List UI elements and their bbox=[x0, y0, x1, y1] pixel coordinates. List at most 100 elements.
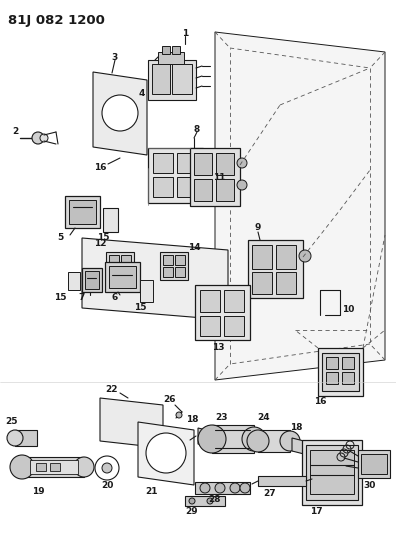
Bar bbox=[109, 266, 136, 288]
Circle shape bbox=[40, 134, 48, 142]
Text: 81J 082 1200: 81J 082 1200 bbox=[8, 14, 105, 27]
Text: 10: 10 bbox=[342, 305, 354, 314]
Bar bbox=[306, 445, 358, 500]
Bar bbox=[195, 285, 250, 340]
Polygon shape bbox=[138, 422, 194, 485]
Circle shape bbox=[7, 430, 23, 446]
Bar bbox=[153, 177, 173, 197]
Polygon shape bbox=[82, 238, 228, 320]
Circle shape bbox=[242, 427, 266, 451]
Text: 19: 19 bbox=[32, 488, 44, 497]
Text: 20: 20 bbox=[101, 481, 113, 490]
Polygon shape bbox=[93, 72, 147, 155]
Text: 29: 29 bbox=[186, 507, 198, 516]
Text: 21: 21 bbox=[146, 488, 158, 497]
Bar bbox=[153, 153, 173, 173]
Bar bbox=[68, 272, 80, 290]
Text: 5: 5 bbox=[57, 233, 63, 243]
Text: 14: 14 bbox=[188, 244, 201, 253]
Bar bbox=[15, 430, 37, 446]
Polygon shape bbox=[100, 398, 163, 448]
Bar bbox=[326, 372, 338, 384]
Text: 4: 4 bbox=[139, 88, 145, 98]
Bar bbox=[152, 64, 170, 94]
Bar bbox=[361, 454, 387, 474]
Bar bbox=[163, 255, 173, 265]
Bar bbox=[258, 476, 306, 486]
Bar bbox=[121, 267, 131, 277]
Bar bbox=[162, 46, 170, 54]
Bar bbox=[190, 148, 240, 206]
Bar bbox=[158, 52, 184, 64]
Circle shape bbox=[136, 104, 144, 112]
Circle shape bbox=[237, 158, 247, 168]
Circle shape bbox=[146, 433, 186, 473]
Circle shape bbox=[32, 132, 44, 144]
Circle shape bbox=[280, 431, 300, 451]
Bar bbox=[252, 272, 272, 294]
Bar bbox=[194, 153, 212, 175]
Circle shape bbox=[102, 95, 138, 131]
Bar bbox=[258, 430, 290, 452]
Bar bbox=[121, 255, 131, 265]
Bar bbox=[276, 272, 296, 294]
Circle shape bbox=[198, 425, 226, 453]
Bar bbox=[185, 496, 225, 506]
Text: 11: 11 bbox=[213, 174, 225, 182]
Circle shape bbox=[102, 463, 112, 473]
Circle shape bbox=[74, 457, 94, 477]
Bar bbox=[216, 153, 234, 175]
Text: 30: 30 bbox=[364, 481, 376, 490]
Text: 2: 2 bbox=[12, 127, 18, 136]
Bar bbox=[103, 208, 118, 232]
Bar bbox=[160, 252, 188, 280]
Circle shape bbox=[95, 456, 119, 480]
Bar bbox=[212, 425, 254, 453]
Bar bbox=[109, 267, 119, 277]
Text: 25: 25 bbox=[6, 417, 18, 426]
Text: 17: 17 bbox=[310, 507, 322, 516]
Circle shape bbox=[247, 430, 269, 452]
Bar bbox=[105, 262, 140, 292]
Text: 28: 28 bbox=[209, 496, 221, 505]
Circle shape bbox=[215, 483, 225, 493]
Circle shape bbox=[207, 498, 213, 504]
Text: 26: 26 bbox=[164, 395, 176, 405]
Text: 1: 1 bbox=[182, 28, 188, 37]
Bar bbox=[310, 450, 354, 494]
Polygon shape bbox=[215, 32, 385, 380]
Circle shape bbox=[189, 498, 195, 504]
Bar bbox=[148, 148, 203, 203]
Text: 16: 16 bbox=[314, 398, 326, 407]
Circle shape bbox=[10, 455, 34, 479]
Bar bbox=[175, 267, 185, 277]
Circle shape bbox=[230, 483, 240, 493]
Bar bbox=[276, 245, 296, 269]
Text: 6: 6 bbox=[112, 294, 118, 303]
Bar bbox=[194, 179, 212, 201]
Bar bbox=[36, 463, 46, 471]
Bar bbox=[224, 290, 244, 312]
Bar bbox=[224, 316, 244, 336]
Bar bbox=[140, 280, 153, 302]
Text: 22: 22 bbox=[106, 385, 118, 394]
Text: 15: 15 bbox=[134, 303, 146, 312]
Text: 18: 18 bbox=[290, 424, 302, 432]
Circle shape bbox=[200, 483, 210, 493]
Bar bbox=[248, 240, 303, 298]
Bar bbox=[109, 255, 119, 265]
Bar bbox=[82, 268, 102, 292]
Bar bbox=[358, 450, 390, 478]
Text: 18: 18 bbox=[186, 416, 198, 424]
Text: 3: 3 bbox=[112, 52, 118, 61]
Text: 9: 9 bbox=[255, 223, 261, 232]
Bar bbox=[50, 463, 60, 471]
Text: 16: 16 bbox=[94, 164, 106, 173]
Bar bbox=[195, 482, 250, 494]
Bar bbox=[177, 153, 197, 173]
Bar bbox=[342, 372, 354, 384]
Circle shape bbox=[299, 250, 311, 262]
Bar bbox=[177, 177, 197, 197]
Bar bbox=[216, 179, 234, 201]
Bar bbox=[22, 457, 84, 477]
